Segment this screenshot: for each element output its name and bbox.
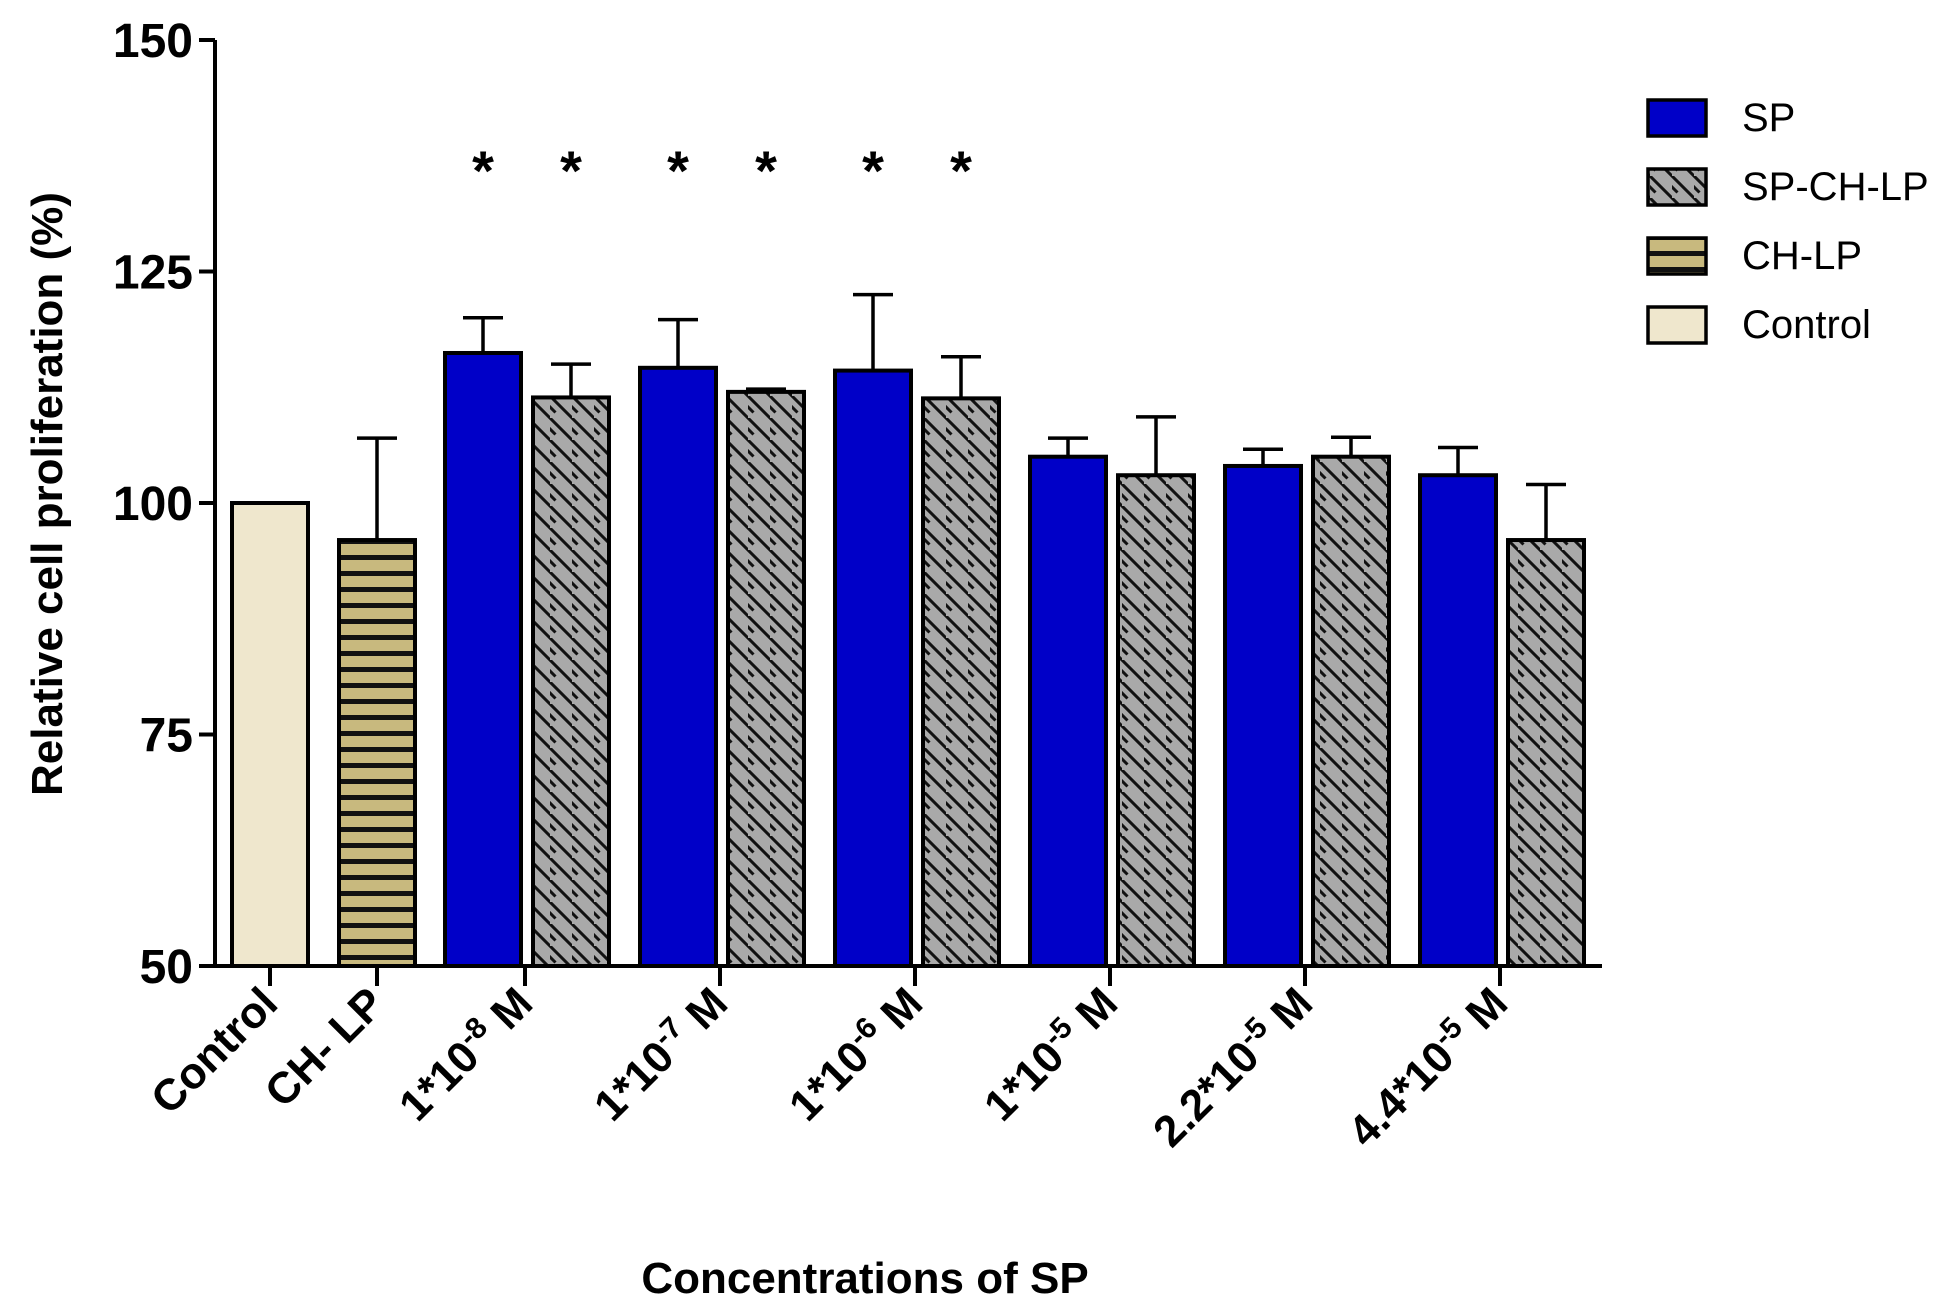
- legend-label: SP: [1742, 96, 1795, 140]
- x-tick-label: 2.2*10-5 M: [1142, 976, 1322, 1156]
- bar-sp: [638, 365, 718, 968]
- bar-sp: [1418, 473, 1498, 968]
- y-tick-label: 125: [113, 247, 193, 300]
- chart-legend: SP SP-CH-LP CH-LP Control: [1646, 96, 1929, 347]
- bar-ch-lp: [337, 538, 417, 968]
- bar-sp-ch-lp: [531, 395, 611, 969]
- bar-sp-ch-lp: [1506, 538, 1586, 968]
- y-tick-label: 50: [140, 941, 193, 994]
- legend-label: CH-LP: [1742, 234, 1862, 278]
- legend-swatch: [1646, 98, 1708, 138]
- legend-swatch: [1646, 167, 1708, 207]
- x-tick-label: 1*10-7 M: [583, 976, 737, 1130]
- bar-sp: [443, 350, 523, 969]
- y-tick-label: 100: [113, 478, 193, 531]
- x-tick-label: 1*10-5 M: [973, 976, 1127, 1130]
- legend-label: Control: [1742, 303, 1871, 347]
- bar-sp-ch-lp: [1116, 473, 1196, 968]
- y-tick-label: 75: [140, 710, 193, 763]
- bar-sp: [833, 368, 913, 969]
- significance-marker: *: [862, 139, 884, 202]
- legend-swatch: [1646, 236, 1708, 276]
- legend-swatch: [1646, 305, 1708, 345]
- legend-label: SP-CH-LP: [1742, 165, 1929, 209]
- x-tick-label: 1*10-8 M: [388, 976, 542, 1130]
- bar-sp: [1223, 463, 1303, 968]
- y-tick-label: 150: [113, 15, 193, 68]
- y-axis-title: Relative cell proliferation (%): [23, 192, 72, 796]
- significance-marker: *: [472, 139, 494, 202]
- x-tick-label: 1*10-6 M: [778, 976, 932, 1130]
- significance-marker: *: [950, 139, 972, 202]
- bar-sp-ch-lp: [726, 389, 806, 968]
- x-axis-title: Concentrations of SP: [641, 1254, 1088, 1303]
- bar-sp: [1028, 454, 1108, 968]
- x-tick-label: Control: [142, 978, 287, 1123]
- x-tick-label: CH- LP: [256, 978, 394, 1116]
- significance-marker: *: [755, 139, 777, 202]
- bar-control: [230, 501, 310, 968]
- x-tick-label: 4.4*10-5 M: [1337, 976, 1517, 1156]
- bar-sp-ch-lp: [921, 396, 1001, 968]
- significance-marker: *: [667, 139, 689, 202]
- bar-sp-ch-lp: [1311, 454, 1391, 968]
- significance-marker: *: [560, 139, 582, 202]
